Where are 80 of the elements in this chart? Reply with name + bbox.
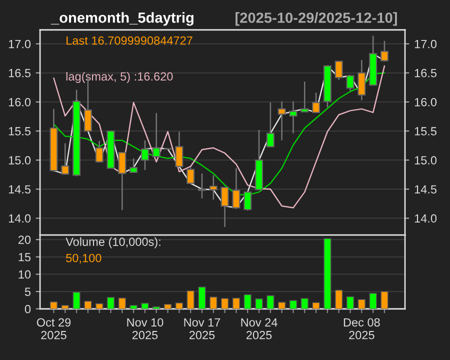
- bar: [289, 300, 298, 309]
- bar: [232, 298, 240, 309]
- y-tick-label: 14.0: [8, 214, 31, 223]
- candlestick: [358, 59, 366, 101]
- annotation: Volume (10,000s):: [66, 237, 160, 248]
- bar: [369, 292, 377, 309]
- text: 16.0: [414, 98, 437, 106]
- candlestick: [289, 100, 298, 134]
- bar: [50, 302, 58, 309]
- candlestick: [61, 142, 70, 175]
- candlestick: [130, 158, 138, 173]
- text: 17.0: [414, 40, 437, 48]
- candlestick: [186, 167, 195, 184]
- bar: [118, 298, 126, 309]
- bar: [358, 299, 366, 309]
- bar: [210, 296, 218, 309]
- text: 15.0: [414, 156, 437, 164]
- candlestick: [209, 174, 218, 200]
- bar: [198, 286, 206, 309]
- bar: [324, 238, 332, 309]
- y-tick-label: 15.0: [8, 156, 31, 164]
- bar: [278, 302, 286, 309]
- annotation: Last 16.7099990844727: [66, 36, 192, 45]
- bar: [84, 300, 92, 309]
- y-tick-label: 17.0: [8, 40, 31, 48]
- bar: [244, 294, 252, 309]
- series-label: lag(smax, 5) :16.620: [66, 72, 173, 83]
- candlestick: [220, 186, 229, 228]
- x-tick-label: Dec 08 2025: [344, 318, 380, 340]
- bar: [72, 292, 80, 309]
- bar: [130, 304, 138, 309]
- bar: [335, 290, 343, 309]
- x-tick-label: Nov 17 2025: [184, 318, 220, 340]
- candlestick: [175, 130, 184, 168]
- bar: [346, 296, 354, 309]
- chart-title: _onemonth_5daytrig: [50, 12, 194, 26]
- bar: [220, 298, 229, 309]
- candlestick: [232, 168, 240, 210]
- bar: [164, 304, 172, 309]
- text: 15.5: [414, 127, 437, 136]
- y-tick-label: 20: [18, 236, 31, 244]
- bar: [255, 298, 263, 309]
- text: 14.0: [414, 214, 437, 223]
- candlestick: [198, 172, 206, 200]
- x-tick-label: Oct 29 2025: [36, 318, 71, 340]
- candlestick: [244, 191, 252, 212]
- candlestick: [334, 60, 343, 80]
- bar: [266, 295, 274, 309]
- candlestick: [140, 140, 149, 171]
- bar: [106, 297, 115, 309]
- candlestick: [118, 152, 126, 211]
- candlestick: [346, 75, 354, 92]
- candlestick: [278, 100, 286, 141]
- y-tick-label: 16.5: [8, 68, 31, 78]
- bar: [380, 291, 388, 309]
- text: 16.5: [414, 68, 437, 78]
- y-tick-label: 10: [18, 270, 31, 279]
- candlestick: [312, 92, 320, 114]
- bar: [61, 304, 69, 309]
- y-tick-label: 14.5: [8, 185, 31, 194]
- y-tick-label: 0: [24, 304, 31, 314]
- candlestick: [300, 80, 309, 112]
- chart-subtitle: [2025-10-29/2025-12-10]: [236, 12, 397, 26]
- annotation: 50,100: [66, 254, 102, 264]
- candlestick: [152, 112, 160, 158]
- y-tick-label: 16.0: [8, 98, 31, 106]
- x-tick-label: Nov 24 2025: [241, 318, 278, 340]
- y-tick-label: 5: [24, 288, 31, 296]
- candlestick: [95, 140, 104, 162]
- x-tick-label: Nov 10 2025: [127, 318, 164, 340]
- bar: [312, 302, 320, 309]
- candlestick: [380, 40, 388, 62]
- text: 14.5: [414, 185, 437, 194]
- y-tick-label: 15: [18, 253, 31, 262]
- bar: [300, 298, 308, 309]
- candlestick: [266, 102, 274, 148]
- bar: [141, 302, 149, 309]
- bar: [175, 302, 184, 309]
- y-tick-label: 15.5: [8, 127, 31, 136]
- bar: [186, 290, 194, 309]
